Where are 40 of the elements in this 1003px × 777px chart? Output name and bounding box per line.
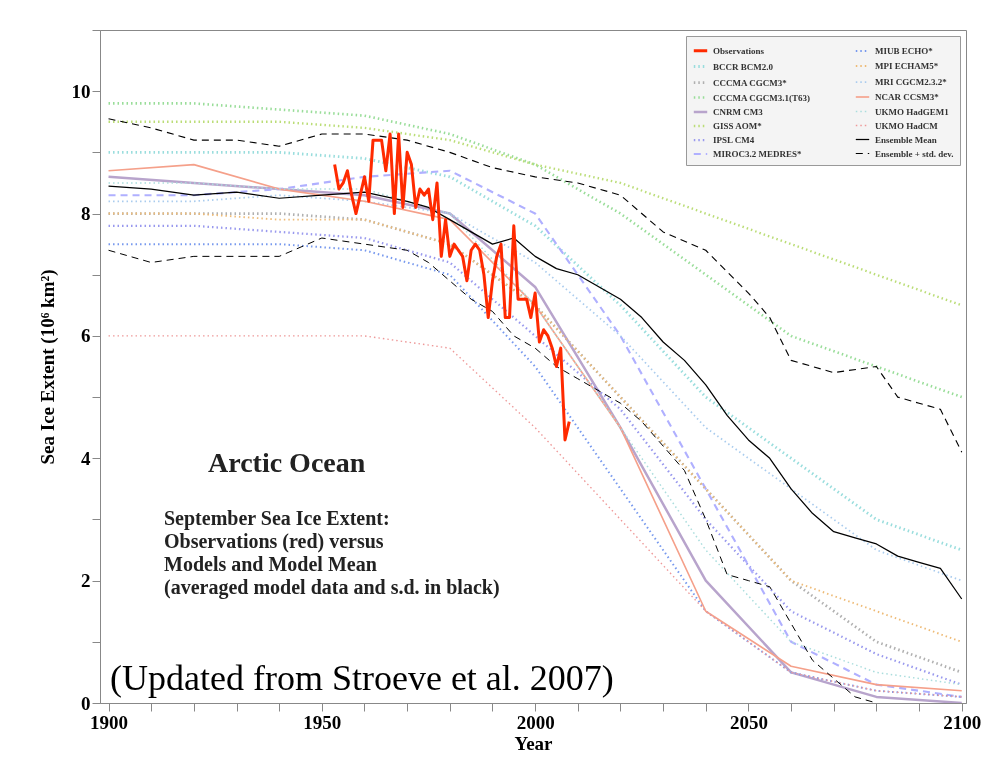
annotation: September Sea Ice Extent:: [164, 507, 390, 530]
annotation: (averaged model data and s.d. in black): [164, 576, 500, 599]
y-tick-label: 2: [81, 570, 91, 592]
legend-label: Ensemble Mean: [875, 134, 937, 145]
legend-label: NCAR CCSM3*: [875, 92, 940, 102]
legend-label: UKMO HadGEM1: [875, 106, 950, 117]
legend-label: MIROC3.2 MEDRES*: [713, 149, 802, 159]
legend-label: Ensemble + std. dev.: [875, 148, 954, 159]
line-series: [107, 118, 963, 453]
x-tick-label: 2100: [943, 711, 982, 733]
x-tick-label: 2000: [516, 711, 555, 733]
y-axis-title: Sea Ice Extent (10⁶ km²): [36, 269, 59, 465]
legend-label: CCCMA CGCM3.1(T63): [713, 92, 810, 103]
legend-label: MIUB ECHO*: [875, 46, 934, 56]
legend-label: MRI CGCM2.3.2*: [875, 77, 948, 87]
legend-label: GISS AOM*: [713, 121, 763, 131]
annotation: (Updated from Stroeve et al. 2007): [110, 658, 614, 698]
legend-label: MPI ECHAM5*: [875, 61, 939, 71]
legend-label: CNRM CM3: [713, 107, 764, 117]
x-tick-label: 1950: [303, 711, 342, 733]
x-tick-label: 2050: [729, 711, 768, 733]
legend-label: CCCMA CGCM3*: [713, 77, 788, 88]
annotation: Observations (red) versus: [164, 530, 384, 553]
legend-label: UKMO HadCM: [875, 120, 939, 131]
y-tick-label: 4: [81, 447, 91, 469]
legend-label: BCCR BCM2.0: [713, 61, 774, 72]
annotation: Models and Model Mean: [164, 553, 377, 575]
legend-label: Observations: [713, 45, 765, 56]
y-tick-label: 6: [81, 325, 91, 347]
line-series: [107, 102, 964, 399]
line-series: [107, 335, 963, 698]
x-axis-title: Year: [514, 732, 554, 754]
y-tick-label: 0: [81, 692, 91, 714]
annotation: Arctic Ocean: [208, 447, 366, 478]
legend-label: IPSL CM4: [713, 135, 755, 145]
y-tick-label: 10: [71, 80, 91, 102]
line-series: [107, 120, 963, 307]
x-tick-label: 1900: [90, 711, 129, 733]
line-series: [333, 132, 571, 442]
y-tick-label: 8: [81, 203, 91, 225]
